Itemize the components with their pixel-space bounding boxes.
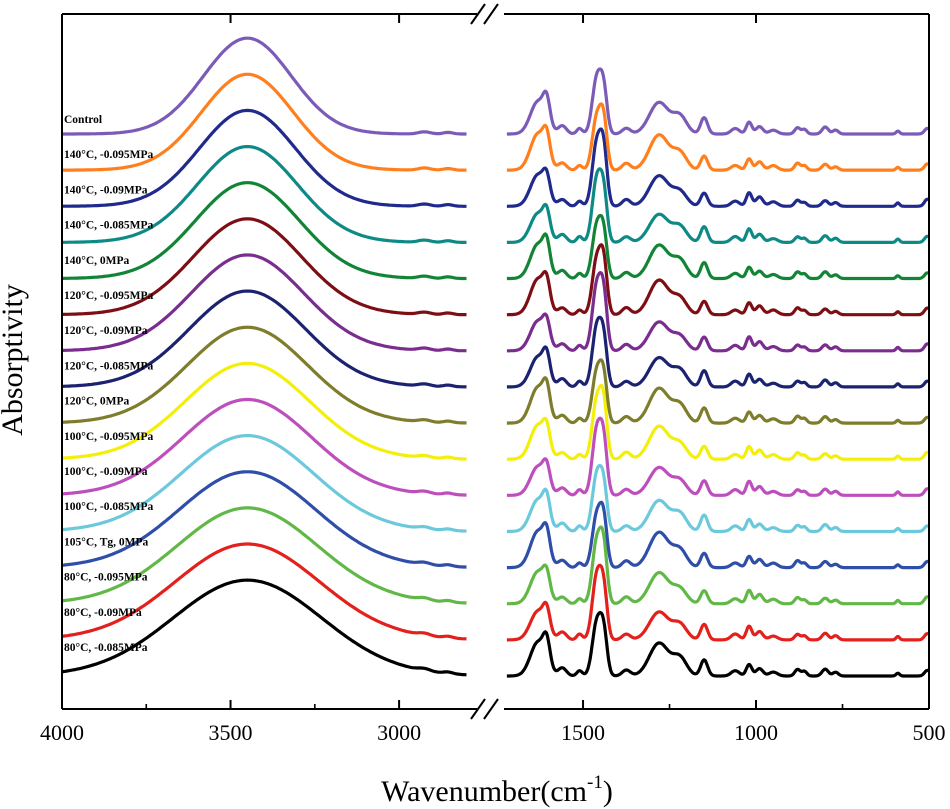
series-line-1-low — [506, 102, 929, 172]
series-line-0-low — [506, 67, 929, 136]
series-line-10-low — [506, 416, 929, 497]
series-label-10: 100°C, -0.09MPa — [64, 466, 148, 478]
series-line-4-low — [506, 213, 929, 281]
series-line-6-high — [62, 253, 467, 353]
series-line-13-low — [506, 525, 930, 606]
series-line-11-high — [61, 434, 467, 533]
series-line-9-high — [61, 361, 467, 461]
axis-ticks — [61, 14, 930, 709]
series-line-5-high — [62, 217, 467, 317]
axis-break-mark — [483, 698, 499, 720]
series-label-1: 140°C, -0.095MPa — [64, 149, 153, 161]
series-line-8-high — [61, 325, 467, 425]
series-line-12-low — [506, 500, 930, 570]
series-line-6-low — [506, 271, 929, 353]
series-label-3: 140°C, -0.085MPa — [64, 220, 153, 232]
series-line-14-low — [506, 563, 929, 642]
series-line-11-low — [506, 464, 929, 534]
series-line-15-low — [506, 610, 929, 678]
x-tick-label: 3000 — [377, 720, 421, 745]
series-line-2-low — [506, 127, 930, 208]
x-tick-label: 3500 — [209, 720, 253, 745]
series-labels: Control 140°C, -0.095MPa 140°C, -0.09MPa 14… — [64, 114, 153, 654]
axis-break-mark — [470, 698, 486, 720]
x-tick-label: 1000 — [734, 720, 778, 745]
series-label-2: 140°C, -0.09MPa — [64, 184, 148, 196]
series-label-15: 80°C, -0.085MPa — [64, 642, 148, 654]
axis-break-mark — [483, 3, 499, 25]
series-label-13: 80°C, -0.095MPa — [64, 572, 148, 584]
series-line-12-high — [61, 470, 467, 569]
series-label-4: 140°C, 0MPa — [64, 255, 130, 267]
series-line-13-high — [61, 506, 467, 605]
series-label-5: 120°C, -0.095MPa — [64, 290, 153, 302]
series-line-0-high — [62, 36, 467, 136]
y-axis-title: Absorptivity — [0, 284, 29, 436]
x-tick-labels: 4000 3500 3000 1500 1000 500 — [40, 720, 946, 745]
series-label-12: 105°C, Tg, 0MPa — [64, 536, 148, 548]
plot-frame — [61, 3, 930, 720]
series-line-15-high — [61, 578, 467, 677]
series-label-6: 120°C, -0.09MPa — [64, 325, 148, 337]
series-label-9: 100°C, -0.095MPa — [64, 431, 153, 443]
series-line-3-low — [506, 167, 929, 244]
x-tick-label: 4000 — [40, 720, 84, 745]
x-axis-title: Wavenumber(cm-1) — [381, 772, 613, 808]
series-label-14: 80°C, -0.09MPa — [64, 607, 142, 619]
series-line-9-low — [506, 383, 929, 461]
series-label-7: 120°C, -0.085MPa — [64, 360, 153, 372]
axis-break-mark — [470, 3, 486, 25]
spectrum-curves — [61, 36, 930, 678]
series-line-5-low — [506, 243, 930, 317]
series-line-7-high — [61, 289, 467, 389]
series-label-11: 100°C, -0.085MPa — [64, 501, 153, 513]
x-tick-label: 500 — [913, 720, 946, 745]
series-line-3-high — [62, 145, 467, 244]
series-label-8: 120°C, 0MPa — [64, 396, 130, 408]
series-label-0: Control — [64, 114, 102, 126]
series-line-2-high — [62, 108, 467, 208]
series-line-1-high — [62, 72, 467, 172]
series-line-14-high — [61, 542, 467, 641]
series-line-8-low — [506, 358, 929, 425]
series-line-7-low — [506, 315, 929, 389]
x-tick-label: 1500 — [561, 720, 605, 745]
series-line-10-high — [61, 397, 467, 497]
series-line-4-high — [62, 181, 467, 281]
